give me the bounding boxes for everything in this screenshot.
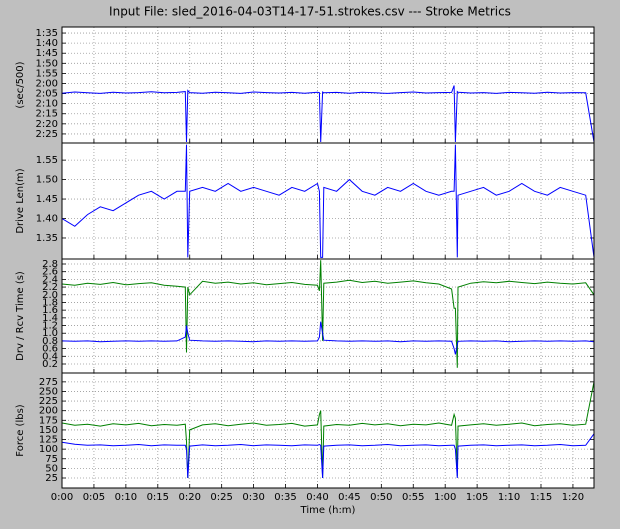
x-tick-label: 1:00 xyxy=(434,492,456,503)
y-tick-label: 1.6 xyxy=(42,305,58,316)
x-tick-label: 1:20 xyxy=(562,492,584,503)
figure-title: Input File: sled_2016-04-03T14-17-51.str… xyxy=(109,5,511,19)
x-tick-label: 0:40 xyxy=(306,492,328,503)
y-tick-label: 25 xyxy=(45,473,58,484)
y-tick-label: 2.2 xyxy=(42,282,58,293)
y-tick-label: 2.6 xyxy=(42,267,58,278)
x-tick-label: 1:15 xyxy=(530,492,552,503)
x-tick-label: 1:05 xyxy=(466,492,488,503)
y-axis-label: (sec/500) xyxy=(15,61,26,108)
series-line xyxy=(62,260,594,368)
y-tick-label: 1.2 xyxy=(42,321,58,332)
x-tick-label: 0:05 xyxy=(83,492,105,503)
y-tick-label: 200 xyxy=(39,406,58,417)
y-tick-label: 225 xyxy=(39,396,58,407)
y-tick-label: 175 xyxy=(39,415,58,426)
y-tick-label: 1:45 xyxy=(36,48,58,59)
y-axis-label: Drive Len(m) xyxy=(15,168,26,233)
x-tick-label: 0:15 xyxy=(147,492,169,503)
y-tick-label: 1.8 xyxy=(42,297,58,308)
y-tick-label: 1.55 xyxy=(36,155,58,166)
plot-area xyxy=(62,27,594,143)
plot-area xyxy=(62,259,594,373)
y-tick-label: 75 xyxy=(45,454,58,465)
y-tick-label: 1.45 xyxy=(36,194,58,205)
y-tick-label: 1:35 xyxy=(36,28,58,39)
y-tick-label: 0.2 xyxy=(42,359,58,370)
y-tick-label: 125 xyxy=(39,435,58,446)
series-line xyxy=(62,433,594,479)
y-tick-label: 100 xyxy=(39,444,58,455)
y-tick-label: 2:20 xyxy=(36,119,58,130)
x-tick-label: 0:55 xyxy=(402,492,424,503)
series-line xyxy=(62,321,594,355)
plot-area xyxy=(62,373,594,488)
y-tick-label: 1.50 xyxy=(36,175,58,186)
y-tick-label: 1.4 xyxy=(42,313,58,324)
plot-frame xyxy=(61,372,595,489)
y-tick-label: 1:40 xyxy=(36,38,58,49)
y-tick-label: 2.4 xyxy=(42,274,58,285)
x-tick-label: 1:10 xyxy=(498,492,520,503)
y-tick-label: 1:55 xyxy=(36,68,58,79)
y-tick-label: 0.6 xyxy=(42,344,58,355)
y-tick-label: 2.0 xyxy=(42,290,58,301)
x-tick-label: 0:25 xyxy=(210,492,232,503)
y-tick-label: 2.8 xyxy=(42,259,58,270)
y-tick-label: 0.8 xyxy=(42,336,58,347)
y-tick-label: 250 xyxy=(39,386,58,397)
x-tick-label: 0:00 xyxy=(51,492,73,503)
y-tick-label: 1.35 xyxy=(36,233,58,244)
y-tick-label: 150 xyxy=(39,425,58,436)
y-tick-label: 1:50 xyxy=(36,58,58,69)
y-axis-label: Drv / Rcv Time (s) xyxy=(15,271,26,361)
y-tick-label: 2:10 xyxy=(36,99,58,110)
series-line xyxy=(62,85,594,143)
x-tick-label: 0:35 xyxy=(274,492,296,503)
y-tick-label: 275 xyxy=(39,377,58,388)
series-line xyxy=(62,144,594,258)
x-tick-label: 0:20 xyxy=(178,492,200,503)
x-tick-label: 0:30 xyxy=(242,492,264,503)
y-tick-label: 1.40 xyxy=(36,214,58,225)
y-tick-label: 2:05 xyxy=(36,89,58,100)
y-tick-label: 0.4 xyxy=(42,351,58,362)
y-tick-label: 2:00 xyxy=(36,78,58,89)
x-axis-label: Time (h:m) xyxy=(300,505,356,516)
y-tick-label: 1.0 xyxy=(42,328,58,339)
y-tick-label: 50 xyxy=(45,463,58,474)
x-tick-label: 0:50 xyxy=(370,492,392,503)
x-tick-label: 0:10 xyxy=(115,492,137,503)
y-axis-label: Force (lbs) xyxy=(15,404,26,456)
y-tick-label: 2:15 xyxy=(36,109,58,120)
plot-area xyxy=(62,143,594,259)
y-tick-label: 2:25 xyxy=(36,129,58,140)
x-tick-label: 0:45 xyxy=(338,492,360,503)
